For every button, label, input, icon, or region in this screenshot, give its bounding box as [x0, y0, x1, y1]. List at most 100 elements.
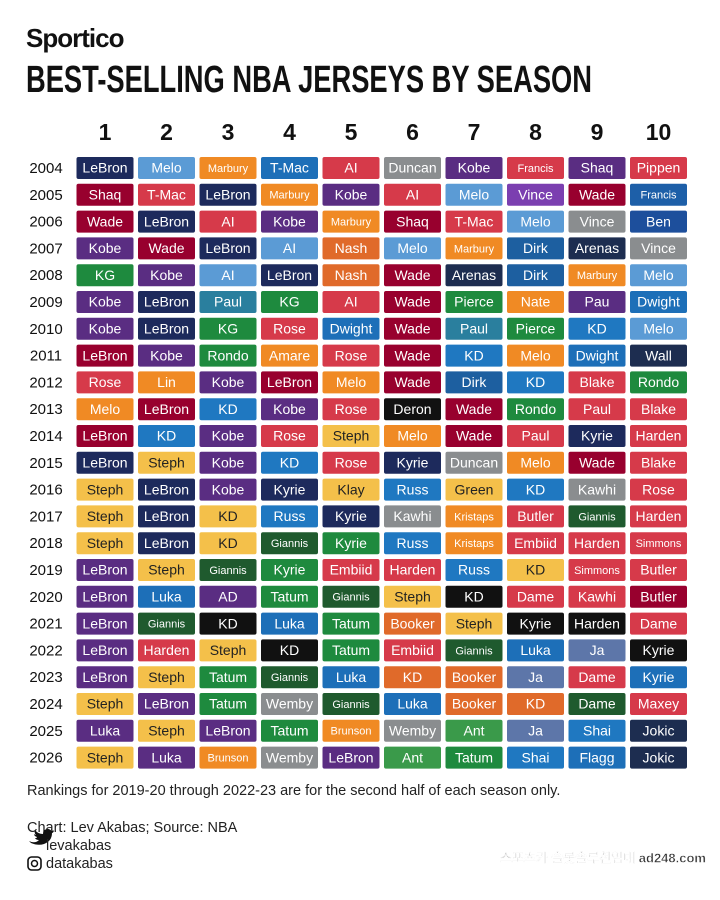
player-name: Kobe [89, 240, 122, 256]
player-name: Simmons [636, 538, 682, 550]
column-header: 4 [283, 119, 296, 145]
jersey-cell [322, 478, 380, 501]
player-name: Luka [336, 669, 367, 685]
jersey-cell [199, 264, 257, 287]
player-name: Paul [460, 321, 488, 337]
player-name: Blake [579, 374, 614, 390]
player-name: KG [218, 321, 238, 337]
jersey-cell [76, 478, 134, 501]
jersey-cell [261, 291, 318, 313]
season-label: 2023 [29, 669, 62, 686]
jersey-cell [507, 264, 564, 287]
player-name: Ja [528, 723, 543, 739]
player-name: LeBron [82, 589, 127, 605]
player-name: KD [157, 428, 176, 444]
jersey-cell [199, 237, 257, 260]
season-label: 2026 [29, 750, 62, 767]
player-name: Embiid [391, 642, 434, 658]
player-name: Nate [521, 294, 551, 310]
season-label: 2024 [29, 696, 62, 713]
player-name: Dame [640, 615, 678, 631]
season-label: 2021 [29, 616, 62, 633]
jersey-cell [507, 693, 564, 715]
jersey-cell [384, 666, 441, 689]
player-name: Melo [643, 267, 674, 283]
jersey-cell [322, 183, 380, 206]
jersey-cell [630, 398, 687, 421]
column-header: 3 [222, 119, 235, 145]
jersey-cell [630, 612, 687, 635]
player-name: Luka [520, 642, 551, 658]
jersey-cell [261, 237, 318, 260]
player-name: Maxey [638, 696, 679, 712]
jersey-cell [199, 398, 257, 421]
jersey-cell [322, 237, 380, 260]
jersey-cell [568, 585, 626, 608]
player-name: Steph [148, 562, 185, 578]
player-name: Vince [518, 187, 553, 203]
jersey-cell [445, 398, 503, 421]
jersey-cell [138, 425, 195, 447]
jersey-cell [76, 451, 134, 474]
jersey-cell [322, 532, 380, 555]
player-name: LeBron [205, 187, 250, 203]
player-name: Kobe [89, 321, 122, 337]
jersey-cell [384, 344, 441, 367]
instagram-icon-lens [30, 859, 39, 868]
player-name: Tatum [270, 723, 308, 739]
player-name: Dirk [523, 267, 549, 283]
jersey-cell [568, 478, 626, 501]
player-name: KD [280, 455, 299, 471]
jersey-cell [568, 559, 626, 581]
jersey-cell [199, 157, 257, 179]
jersey-cell [261, 317, 318, 340]
player-name: Melo [336, 374, 367, 390]
player-name: Tatum [455, 749, 493, 765]
season-label: 2004 [29, 160, 62, 177]
jersey-cell [261, 505, 318, 528]
player-name: Steph [210, 642, 247, 658]
player-name: Wade [394, 294, 430, 310]
jersey-cell [384, 639, 441, 662]
jersey-cell [445, 425, 503, 447]
player-name: Pippen [637, 160, 681, 176]
jersey-cell [76, 425, 134, 447]
player-name: KD [587, 321, 606, 337]
jersey-cell [199, 478, 257, 501]
twitter-icon [29, 829, 54, 845]
jersey-cell [322, 371, 380, 394]
player-name: Wade [148, 240, 184, 256]
jersey-cell [568, 505, 626, 528]
player-name: Steph [394, 589, 431, 605]
brand: Sportico [26, 23, 124, 53]
jersey-cell [261, 451, 318, 474]
jersey-cell [384, 371, 441, 394]
player-name: Shaq [89, 187, 122, 203]
player-name: Harden [574, 535, 620, 551]
jersey-cell [630, 157, 687, 179]
player-name: Steph [87, 481, 124, 497]
player-name: Giannis [455, 645, 493, 657]
season-label: 2025 [29, 723, 62, 740]
player-name: Paul [214, 294, 242, 310]
player-name: Ant [463, 723, 484, 739]
jersey-cell [138, 157, 195, 179]
column-header: 8 [529, 119, 542, 145]
player-name: Kristaps [454, 511, 494, 523]
player-name: Nash [335, 240, 368, 256]
season-label: 2019 [29, 562, 62, 579]
jersey-cell [261, 344, 318, 367]
jersey-cell [322, 264, 380, 287]
player-name: Wade [456, 428, 492, 444]
jersey-cell [199, 425, 257, 447]
player-name: Deron [393, 401, 431, 417]
jersey-cell [445, 639, 503, 662]
player-name: Giannis [271, 672, 309, 684]
player-name: KD [526, 374, 545, 390]
jersey-cell [138, 639, 195, 662]
player-name: Wall [645, 347, 672, 363]
jersey-cell [445, 719, 503, 742]
jersey-cell [261, 210, 318, 233]
player-name: Rose [335, 347, 368, 363]
player-name: Wade [394, 347, 430, 363]
